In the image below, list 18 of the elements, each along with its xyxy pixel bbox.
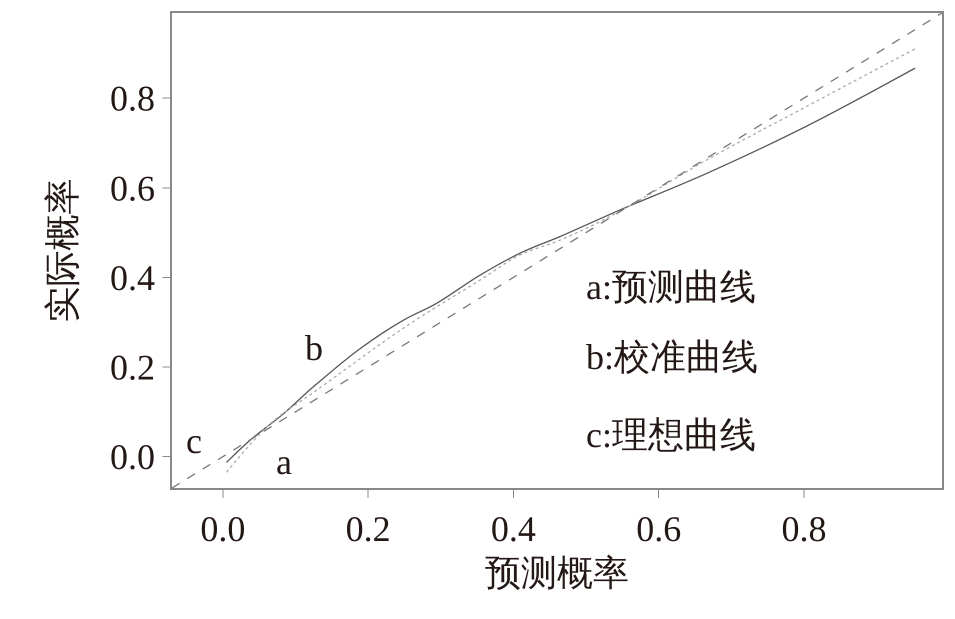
- y-axis-title: 实际概率: [42, 178, 82, 322]
- y-tick-label: 0.8: [110, 78, 156, 119]
- x-tick-label: 0.4: [490, 508, 536, 549]
- annotation: b: [305, 328, 323, 368]
- x-tick-label: 0.0: [200, 508, 246, 549]
- annotation: c:理想曲线: [586, 415, 756, 455]
- x-tick-label: 0.8: [781, 508, 826, 549]
- annotation: a:预测曲线: [586, 267, 756, 307]
- y-tick-label: 0.6: [110, 168, 156, 208]
- annotation: c: [186, 421, 202, 461]
- y-tick-label: 0.0: [110, 437, 156, 478]
- x-tick-label: 0.6: [636, 508, 682, 549]
- annotation: a: [276, 442, 292, 482]
- y-tick-label: 0.2: [110, 348, 156, 388]
- x-tick-label: 0.2: [346, 508, 391, 549]
- x-axis-title: 预测概率: [485, 553, 629, 594]
- y-tick-label: 0.4: [110, 258, 156, 298]
- annotation: b:校准曲线: [586, 337, 758, 377]
